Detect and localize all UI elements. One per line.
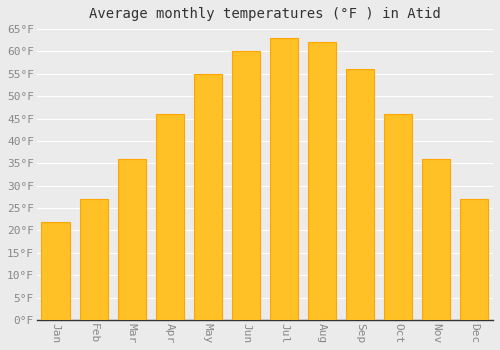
- Bar: [384, 114, 412, 320]
- Bar: [80, 199, 108, 320]
- Bar: [308, 42, 336, 320]
- Title: Average monthly temperatures (°F ) in Atid: Average monthly temperatures (°F ) in At…: [89, 7, 441, 21]
- Bar: [422, 159, 450, 320]
- Bar: [118, 159, 146, 320]
- Bar: [156, 114, 184, 320]
- Bar: [194, 74, 222, 320]
- Bar: [232, 51, 260, 320]
- Bar: [270, 38, 298, 320]
- Bar: [346, 69, 374, 320]
- Bar: [460, 199, 488, 320]
- Bar: [42, 222, 70, 320]
